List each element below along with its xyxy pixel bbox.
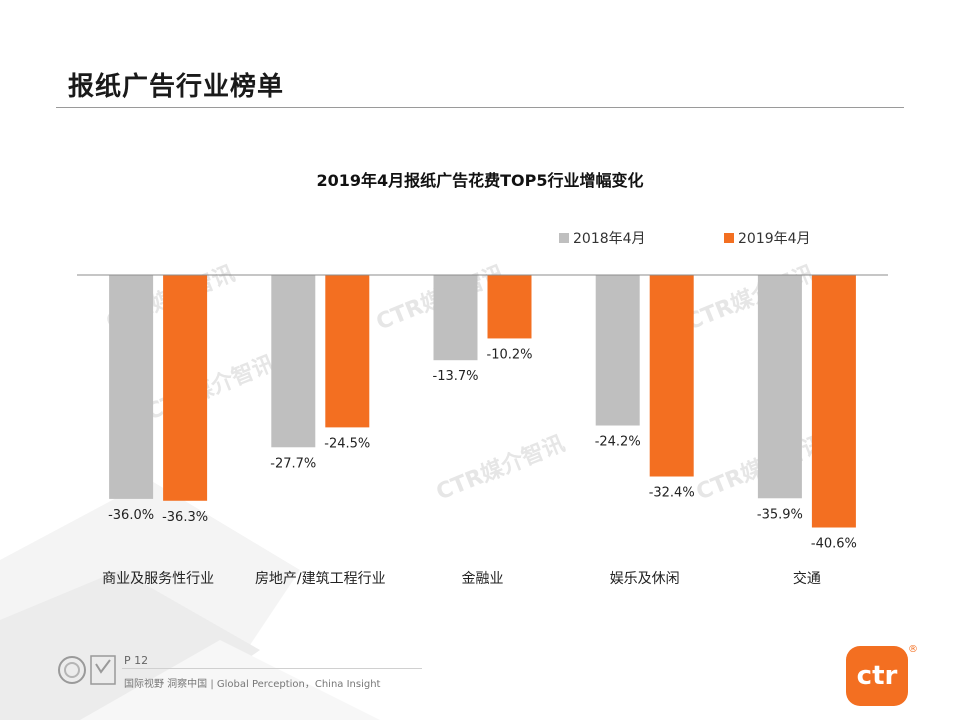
ctr-logo-text: ctr	[856, 661, 898, 691]
legend-label-2018: 2018年4月	[573, 231, 646, 247]
value-labels: -36.0% -36.3% -27.7% -24.5% -13.7% -10.2% -24.…	[108, 347, 857, 551]
watermark-text: CTR媒介智讯	[143, 350, 279, 425]
ukas-mark-icon	[90, 655, 116, 685]
value-label-2019-1: -24.5%	[324, 436, 370, 451]
value-label-2019-3: -32.4%	[649, 486, 695, 501]
bar-2018-0	[109, 275, 154, 499]
value-label-2018-3: -24.2%	[595, 435, 641, 450]
bars	[109, 275, 856, 528]
category-label-4: 交通	[793, 570, 821, 587]
value-label-2018-4: -35.9%	[757, 507, 803, 522]
page-title: 报纸广告行业榜单	[68, 72, 285, 102]
legend-label-2019: 2019年4月	[738, 231, 811, 247]
value-label-2019-4: -40.6%	[811, 537, 857, 552]
sgs-seal-icon	[58, 656, 86, 684]
category-label-1: 房地产/建筑工程行业	[255, 571, 386, 587]
value-label-2018-2: -13.7%	[433, 369, 479, 384]
bar-2018-3	[595, 275, 640, 426]
value-label-2019-2: -10.2%	[487, 347, 533, 362]
legend-swatch-2019	[724, 233, 734, 243]
value-label-2019-0: -36.3%	[162, 510, 208, 525]
bar-2019-3	[649, 275, 694, 477]
bar-chart: 2019年4月报纸广告花费TOP5行业增幅变化 2018年4月 2019年4月 …	[77, 171, 888, 587]
legend-swatch-2018	[559, 233, 569, 243]
value-label-2018-1: -27.7%	[270, 456, 316, 471]
bar-2018-2	[433, 275, 478, 361]
certification-logos	[58, 655, 116, 685]
legend: 2018年4月 2019年4月	[559, 231, 811, 247]
bar-2019-0	[163, 275, 208, 501]
category-label-3: 娱乐及休闲	[610, 571, 680, 587]
registered-mark: ®	[908, 644, 918, 655]
title-divider	[56, 107, 904, 108]
ctr-logo: ctr	[846, 646, 908, 706]
footer-divider	[122, 668, 422, 669]
watermark-text: CTR媒介智讯	[433, 430, 569, 505]
page-number: P 12	[124, 654, 149, 667]
category-label-2: 金融业	[462, 571, 504, 587]
bar-2018-4	[757, 275, 802, 499]
footer-tagline: 国际视野 洞察中国 | Global Perception，China Insi…	[124, 679, 381, 690]
category-label-0: 商业及服务性行业	[102, 571, 214, 587]
bar-2019-1	[325, 275, 370, 428]
bar-2018-1	[271, 275, 316, 448]
value-label-2018-0: -36.0%	[108, 508, 154, 523]
category-labels: 商业及服务性行业 房地产/建筑工程行业 金融业 娱乐及休闲 交通	[102, 570, 821, 587]
chart-title: 2019年4月报纸广告花费TOP5行业增幅变化	[316, 171, 643, 190]
bar-2019-4	[811, 275, 856, 528]
bar-2019-2	[487, 275, 532, 339]
